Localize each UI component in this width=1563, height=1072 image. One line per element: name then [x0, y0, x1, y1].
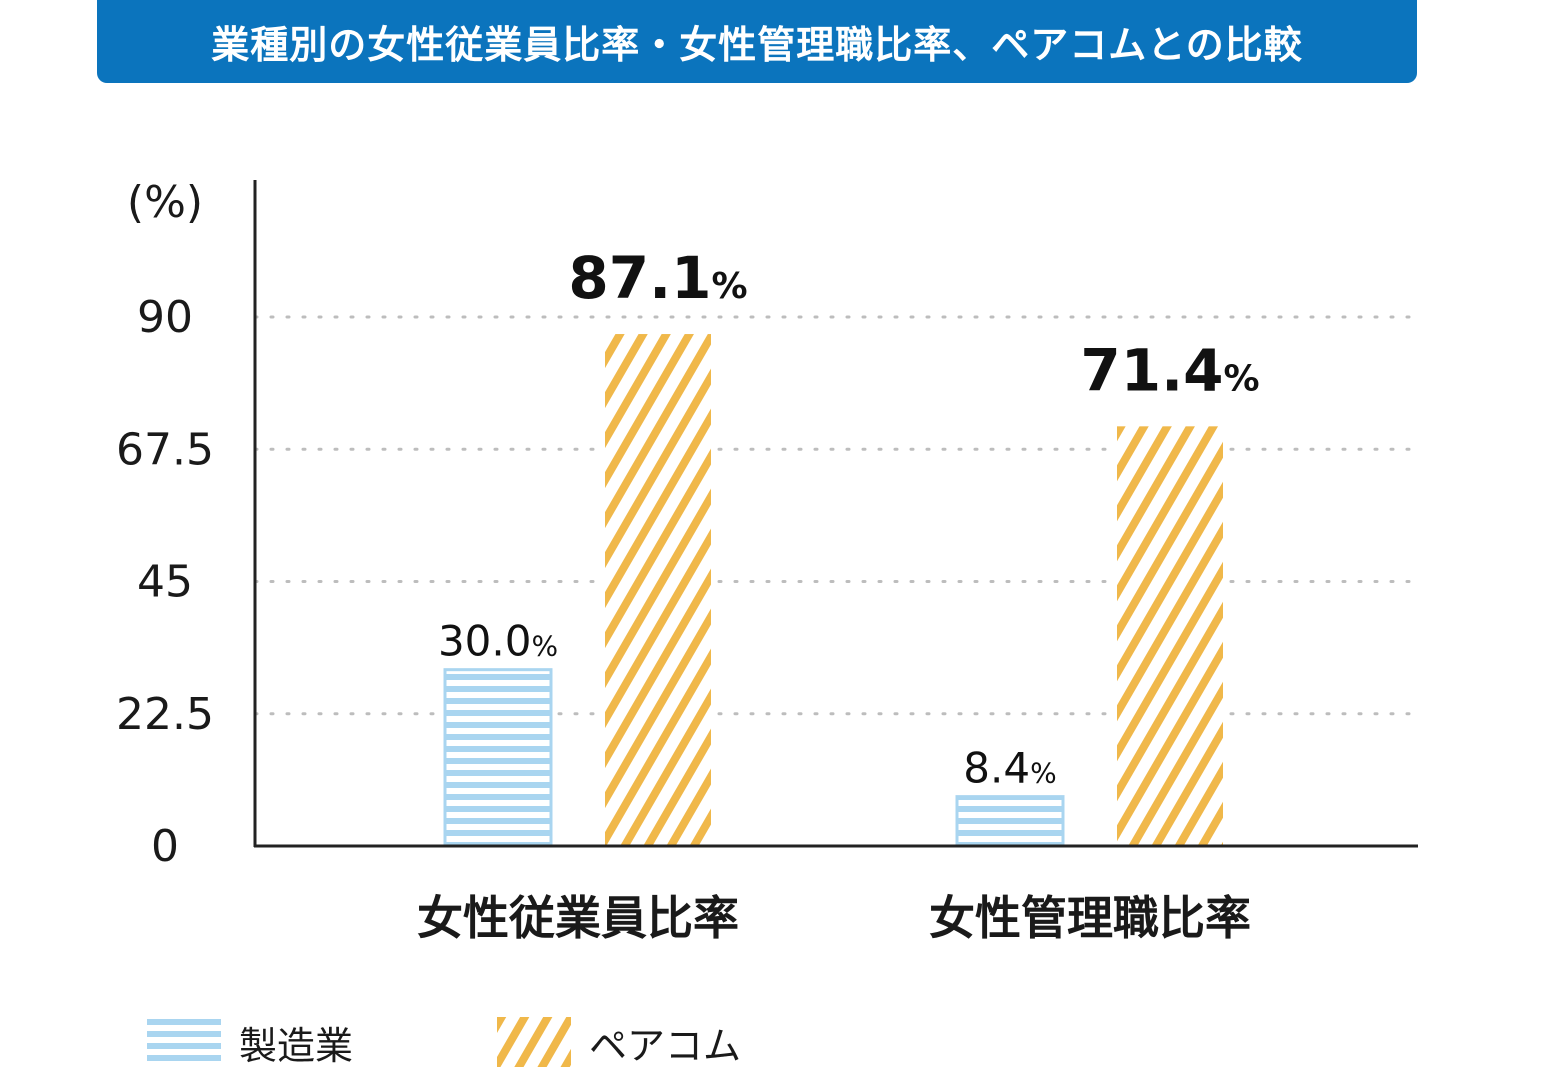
y-tick-label: 45 [137, 557, 193, 608]
chart-title: 業種別の女性従業員比率・女性管理職比率、ペアコムとの比較 [211, 23, 1303, 67]
data-label-manufacturing-2: 8.4% [963, 744, 1056, 793]
data-label-pacom-2: 71.4% [1080, 336, 1259, 404]
data-label-pacom-1: 87.1% [568, 244, 747, 312]
y-tick-label: 67.5 [116, 424, 214, 475]
legend-item-pacom: ペアコム [497, 1012, 741, 1072]
legend-label-manufacturing: 製造業 [239, 1023, 354, 1068]
y-tick-label: 22.5 [116, 689, 214, 740]
bar-manufacturing-2 [955, 795, 1065, 848]
legend-item-manufacturing: 製造業 [147, 1012, 353, 1072]
x-category-label: 女性管理職比率 [929, 891, 1251, 945]
bar-pacom-1 [605, 334, 711, 846]
bar-pacom-2 [1117, 426, 1223, 846]
bar-chart: 30.0% 8.4% 87.1% 71.4% 女性従業員比率 女性管理職比率 0 22.5 4… [116, 177, 1420, 945]
data-label-manufacturing-1: 30.0% [438, 617, 558, 666]
y-tick-label: 90 [137, 292, 193, 343]
y-axis-unit-label: (%) [127, 177, 203, 228]
title-banner: 業種別の女性従業員比率・女性管理職比率、ペアコムとの比較 [97, 0, 1417, 83]
legend-swatch-manufacturing [147, 1017, 221, 1067]
x-category-label: 女性従業員比率 [417, 891, 739, 945]
legend-swatch-pacom [497, 1017, 571, 1067]
bar-manufacturing-1 [443, 668, 553, 848]
y-tick-label: 0 [151, 821, 179, 872]
legend-label-pacom: ペアコム [589, 1023, 742, 1068]
